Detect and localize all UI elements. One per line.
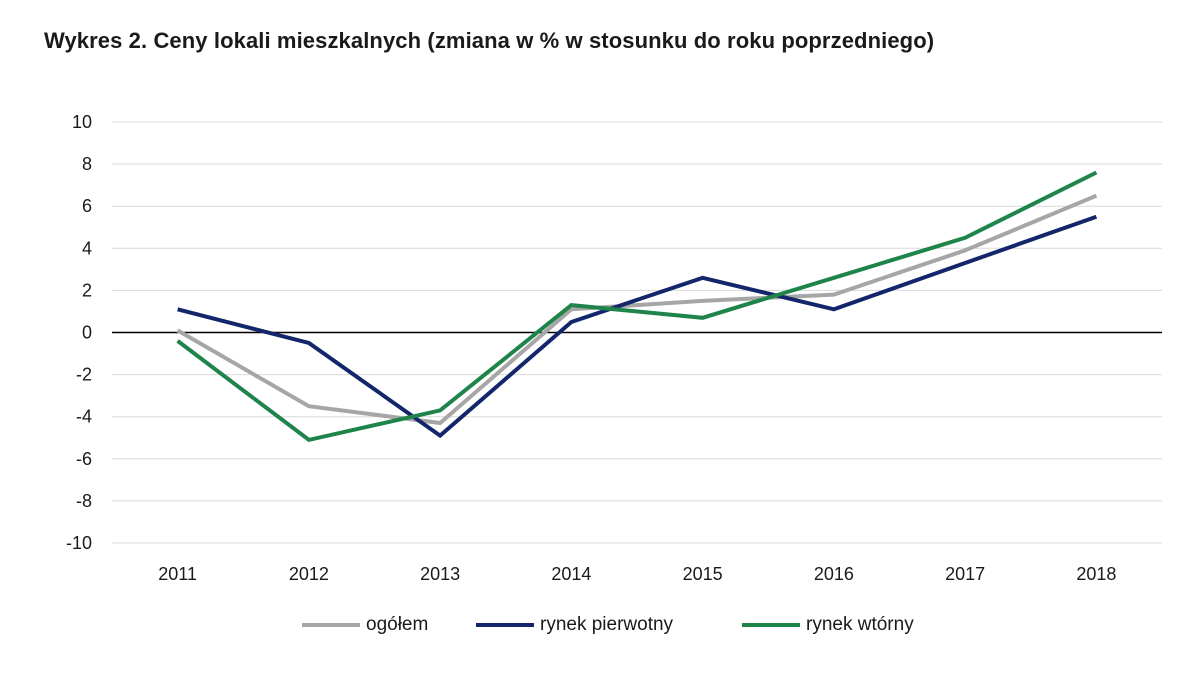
legend-swatch-rynek-pierwotny	[476, 623, 534, 627]
y-tick-label: 2	[82, 280, 92, 300]
chart-title: Wykres 2. Ceny lokali mieszkalnych (zmia…	[44, 28, 935, 53]
legend-swatch-rynek-wtorny	[742, 623, 800, 627]
y-tick-label: -10	[66, 533, 92, 553]
y-tick-label: 8	[82, 154, 92, 174]
y-tick-label: 10	[72, 112, 92, 132]
legend-item-rynek-wtorny: rynek wtórny	[742, 610, 914, 640]
series-line-ogolem	[176, 193, 1098, 426]
y-tick-label: 0	[82, 323, 92, 343]
legend: ogółem rynek pierwotny rynek wtórny	[0, 610, 1200, 640]
legend-item-rynek-pierwotny: rynek pierwotny	[476, 610, 673, 640]
series-line-rynek-pierwotny	[177, 214, 1098, 439]
series-lines	[176, 170, 1098, 443]
x-tick-label: 2014	[551, 564, 591, 584]
x-tick-label: 2013	[420, 564, 460, 584]
legend-item-ogolem: ogółem	[302, 610, 428, 640]
x-tick-label: 2011	[158, 564, 197, 584]
y-tick-label: -6	[76, 449, 92, 469]
x-axis-tick-labels: 2011 2012 2013 2014 2015 2016 2017 2018	[158, 564, 1116, 584]
series-line-rynek-wtorny	[176, 170, 1098, 443]
x-tick-label: 2015	[683, 564, 723, 584]
y-axis-tick-labels: 10 8 6 4 2 0 -2 -4 -6 -8 -10	[66, 112, 92, 553]
legend-label-ogolem: ogółem	[366, 614, 429, 635]
legend-label-rynek-wtorny: rynek wtórny	[806, 614, 914, 635]
legend-swatch-ogolem	[302, 623, 360, 627]
y-tick-label: 4	[82, 238, 92, 258]
x-tick-label: 2016	[814, 564, 854, 584]
x-tick-label: 2012	[289, 564, 329, 584]
gridlines	[112, 121, 1162, 544]
y-tick-label: -4	[76, 407, 92, 427]
legend-label-rynek-pierwotny: rynek pierwotny	[540, 614, 674, 635]
y-tick-label: -8	[76, 491, 92, 511]
x-tick-label: 2018	[1076, 564, 1116, 584]
y-tick-label: 6	[82, 196, 92, 216]
y-tick-label: -2	[76, 365, 92, 385]
x-tick-label: 2017	[945, 564, 985, 584]
